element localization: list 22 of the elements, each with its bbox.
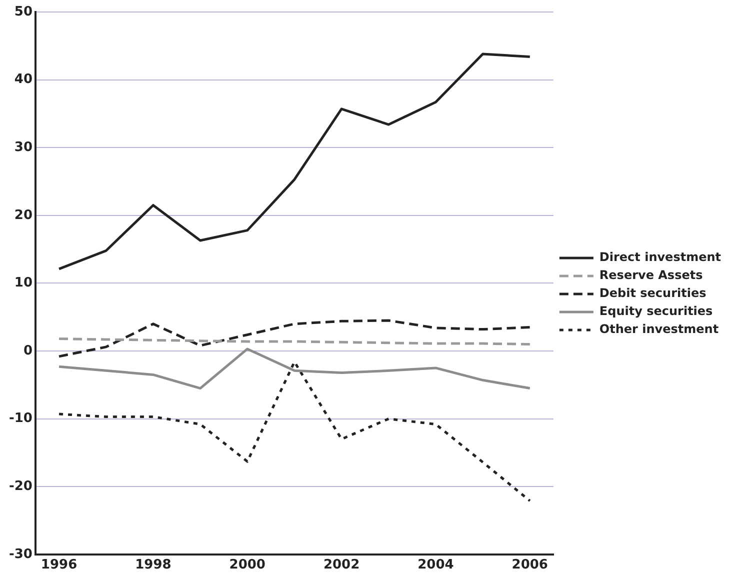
x-tick-label: 1996: [40, 558, 78, 573]
legend-label: Debit securities: [599, 286, 706, 300]
line-series: [58, 360, 532, 502]
x-tick-label: 1998: [135, 558, 172, 573]
x-tick-label: 2002: [323, 558, 360, 573]
y-tick-label: -20: [8, 478, 32, 494]
x-tick-label: 2004: [418, 558, 454, 573]
y-tick-label: 50: [14, 4, 32, 20]
y-tick-label: 30: [14, 140, 32, 155]
y-tick-label: -10: [8, 411, 32, 426]
x-tick-label: 2000: [229, 558, 266, 573]
y-tick-label: -30: [8, 546, 32, 562]
legend-label: Direct investment: [599, 250, 722, 264]
y-tick-label: 0: [23, 343, 32, 358]
y-tick-label: 20: [14, 208, 32, 223]
legend-label: Reserve Assets: [599, 268, 703, 282]
x-tick-label: 2006: [512, 558, 548, 573]
y-tick-label: 10: [14, 276, 32, 291]
legend-label: Equity securities: [599, 304, 713, 318]
line-series: [58, 319, 532, 358]
legend-label: Other investment: [599, 322, 719, 336]
y-tick-label: 40: [14, 72, 32, 88]
